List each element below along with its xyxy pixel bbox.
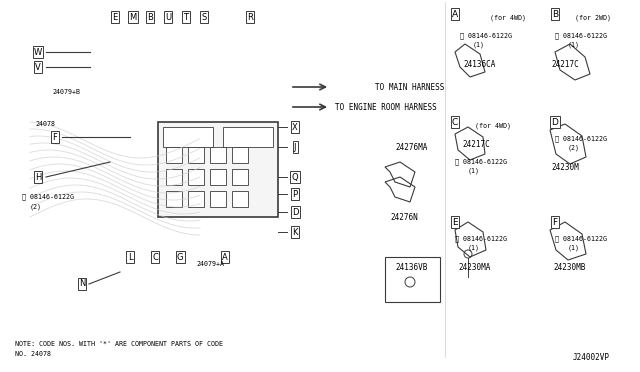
Text: 24230M: 24230M xyxy=(551,163,579,171)
Text: D: D xyxy=(552,118,559,126)
Text: K: K xyxy=(292,228,298,237)
Text: N: N xyxy=(79,279,85,289)
Text: TO MAIN HARNESS: TO MAIN HARNESS xyxy=(375,83,444,92)
Text: 24217C: 24217C xyxy=(462,140,490,148)
Bar xyxy=(166,169,182,185)
Bar xyxy=(232,191,248,207)
Text: Ⓑ 08146-6122G: Ⓑ 08146-6122G xyxy=(555,33,607,39)
Text: Q: Q xyxy=(292,173,298,182)
Text: X: X xyxy=(292,122,298,131)
Text: J: J xyxy=(294,142,296,151)
Text: (2): (2) xyxy=(30,204,42,210)
Text: Ⓑ 08146-6122G: Ⓑ 08146-6122G xyxy=(555,236,607,242)
Text: H: H xyxy=(35,173,41,182)
Text: (for 2WD): (for 2WD) xyxy=(575,15,611,21)
Text: B: B xyxy=(552,10,558,19)
Text: 24217C: 24217C xyxy=(551,60,579,68)
Text: (1): (1) xyxy=(473,42,485,48)
Text: (1): (1) xyxy=(568,245,580,251)
Text: (for 4WD): (for 4WD) xyxy=(490,15,526,21)
Text: F: F xyxy=(552,218,557,227)
Text: (1): (1) xyxy=(468,245,480,251)
Text: NOTE: CODE NOS. WITH '*' ARE COMPONENT PARTS OF CODE: NOTE: CODE NOS. WITH '*' ARE COMPONENT P… xyxy=(15,341,223,347)
Bar xyxy=(385,257,440,302)
Text: C: C xyxy=(152,253,158,262)
Text: Ⓑ 08146-6122G: Ⓑ 08146-6122G xyxy=(455,159,507,165)
Bar xyxy=(210,147,226,163)
Text: NO. 24078: NO. 24078 xyxy=(15,351,51,357)
Text: P: P xyxy=(292,189,298,199)
Text: (2): (2) xyxy=(568,145,580,151)
Text: F: F xyxy=(52,132,58,141)
Bar xyxy=(166,147,182,163)
Text: V: V xyxy=(35,62,41,71)
Text: 24230MB: 24230MB xyxy=(554,263,586,272)
Text: 24136VB: 24136VB xyxy=(395,263,428,272)
Text: D: D xyxy=(292,208,298,217)
Text: A: A xyxy=(452,10,458,19)
Text: R: R xyxy=(247,13,253,22)
Text: C: C xyxy=(452,118,458,126)
Text: U: U xyxy=(165,13,171,22)
Bar xyxy=(188,191,204,207)
Text: T: T xyxy=(184,13,189,22)
Text: 24276N: 24276N xyxy=(390,212,418,221)
Text: TO ENGINE ROOM HARNESS: TO ENGINE ROOM HARNESS xyxy=(335,103,436,112)
Text: W: W xyxy=(34,48,42,57)
Text: M: M xyxy=(129,13,136,22)
Text: 24276MA: 24276MA xyxy=(395,142,428,151)
Text: B: B xyxy=(147,13,153,22)
Bar xyxy=(188,169,204,185)
Text: Ⓑ 08146-6122G: Ⓑ 08146-6122G xyxy=(555,136,607,142)
Bar xyxy=(223,127,273,147)
Bar xyxy=(166,191,182,207)
Text: L: L xyxy=(128,253,132,262)
Text: E: E xyxy=(113,13,118,22)
Text: E: E xyxy=(452,218,458,227)
Bar xyxy=(210,191,226,207)
Text: Ⓑ 08146-6122G: Ⓑ 08146-6122G xyxy=(460,33,512,39)
Text: Ⓑ 08146-6122G: Ⓑ 08146-6122G xyxy=(455,236,507,242)
Text: 24230MA: 24230MA xyxy=(459,263,491,272)
Text: (for 4WD): (for 4WD) xyxy=(475,123,511,129)
Text: (1): (1) xyxy=(568,42,580,48)
Text: S: S xyxy=(202,13,207,22)
Text: 24078: 24078 xyxy=(35,121,55,127)
Text: 24079+A: 24079+A xyxy=(196,261,224,267)
Bar xyxy=(158,122,278,217)
Text: J24002VP: J24002VP xyxy=(573,353,610,362)
Text: 24136CA: 24136CA xyxy=(464,60,496,68)
Text: A: A xyxy=(222,253,228,262)
Bar xyxy=(232,147,248,163)
Text: Ⓑ 08146-6122G: Ⓑ 08146-6122G xyxy=(22,194,74,200)
Bar xyxy=(188,147,204,163)
Bar xyxy=(210,169,226,185)
Bar xyxy=(232,169,248,185)
Text: 24079+B: 24079+B xyxy=(52,89,80,95)
Bar xyxy=(163,127,213,147)
Text: G: G xyxy=(177,253,183,262)
Text: (1): (1) xyxy=(468,168,480,174)
